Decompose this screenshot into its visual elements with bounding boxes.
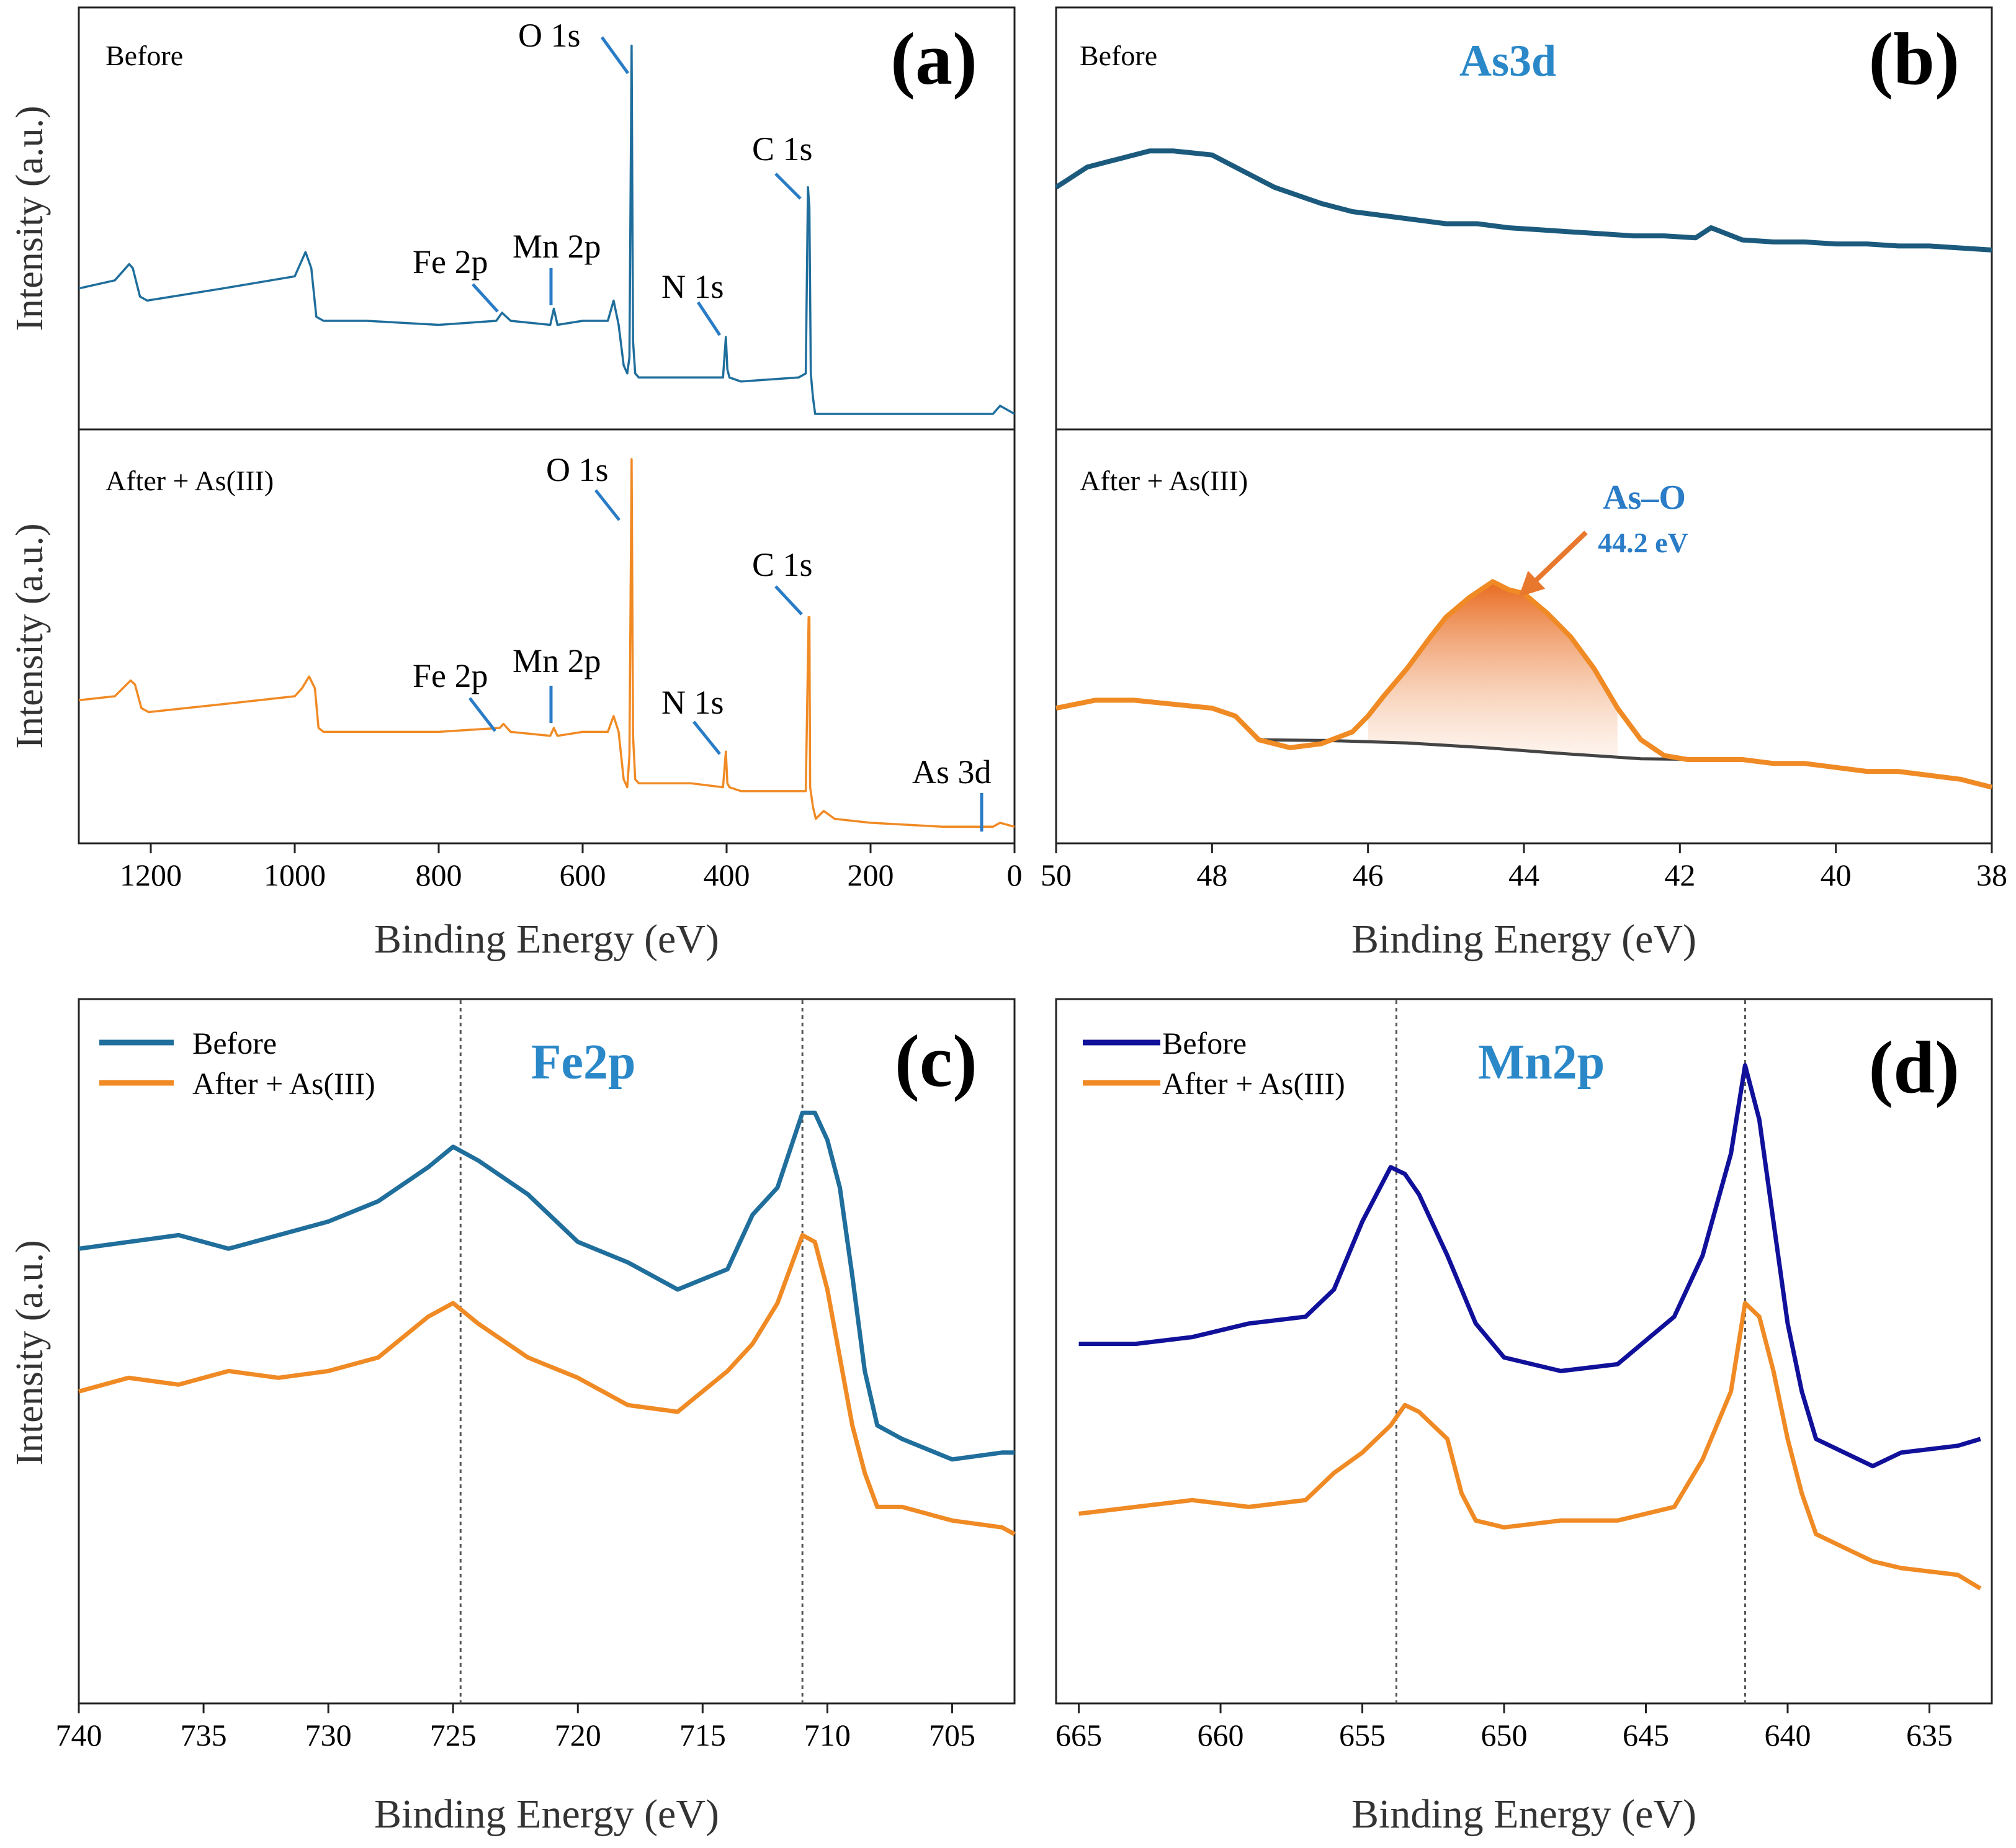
x-tick-label: 400 [704,858,750,892]
x-tick-label: 46 [1353,858,1384,892]
x-tick-label: 48 [1196,858,1227,892]
panel-d-title: Mn2p [1478,1035,1605,1090]
panel-c-legend-after: After + As(III) [192,1066,375,1101]
panel-b-peak-annotation: As–O [1603,478,1686,517]
leader-fe2p-before [472,283,499,313]
panel-c-x-axis: 740 735 730 725 720 715 710 705 [56,1703,975,1752]
panel-d-label: (d) [1868,1026,1960,1108]
panel-a: Before After + As(III) (a) Intensity (a.… [9,6,1023,962]
panel-b-before-label: Before [1080,40,1157,71]
panel-d-reference-lines [1395,1000,1746,1703]
panel-d-legend-after: After + As(III) [1162,1066,1345,1101]
x-tick-label: 600 [560,858,606,892]
panel-c-before-series [78,1110,1015,1462]
x-tick-label: 200 [848,858,894,892]
x-tick-label: 1200 [120,858,182,892]
panel-a-ylabel-top: Intensity (a.u.) [9,105,51,331]
x-tick-label: 0 [1007,858,1023,892]
x-tick-label: 42 [1664,858,1695,892]
panel-c-title: Fe2p [531,1035,636,1090]
panel-b-peak-energy: 44.2 eV [1598,527,1688,558]
x-tick-label: 715 [679,1718,726,1752]
panel-c-after-series [78,1232,1016,1536]
x-tick-label: 800 [416,858,462,892]
panel-a-after-series [78,458,1015,828]
annotation-n1s-before: N 1s [661,268,724,305]
annotation-mn2p-after: Mn 2p [513,642,601,680]
x-tick-label: 710 [804,1718,851,1752]
panel-b: Before After + As(III) As3d (b) As–O 44.… [1041,6,2007,962]
x-tick-label: 735 [181,1718,227,1752]
panel-d-frame [1055,998,1993,1705]
annotation-c1s-after: C 1s [752,546,813,583]
annotation-n1s-after: N 1s [661,684,724,721]
panel-b-after-label: After + As(III) [1080,465,1248,496]
panel-a-x-axis: 1200 1000 800 600 400 200 0 [120,843,1023,892]
x-tick-label: 705 [929,1718,975,1752]
panel-b-label: (b) [1868,17,1960,100]
annotation-o1s-after: O 1s [546,451,609,488]
panel-a-xlabel: Binding Energy (eV) [374,917,719,962]
panel-d-after-series [1078,1301,1982,1590]
x-tick-label: 44 [1508,858,1539,892]
x-tick-label: 640 [1764,1718,1811,1752]
leader-n1s-after [692,720,721,755]
panel-c-frame [78,998,1016,1705]
annotation-fe2p-before: Fe 2p [413,243,488,280]
panel-a-ylabel-bottom: Intensity (a.u.) [9,523,51,748]
x-tick-label: 635 [1906,1718,1953,1752]
panel-b-x-axis: 50 48 46 44 42 40 38 [1041,843,2007,892]
leader-n1s-before [696,301,722,336]
x-tick-label: 665 [1055,1718,1102,1752]
panel-c-xlabel: Binding Energy (eV) [374,1792,719,1837]
panel-d: Mn2p (d) Before After + As(III) 665 660 65… [1055,998,1993,1837]
panel-b-xlabel: Binding Energy (eV) [1351,917,1696,962]
x-tick-label: 720 [555,1718,601,1752]
panel-a-before-label: Before [105,40,183,71]
panel-a-after-label: After + As(III) [105,465,274,496]
annotation-c1s-before: C 1s [752,130,813,168]
x-tick-label: 50 [1041,858,1072,892]
x-tick-label: 730 [305,1718,352,1752]
panel-c: Intensity (a.u.) Fe2p (c) Before After +… [9,998,1016,1837]
x-tick-label: 38 [1976,858,2007,892]
panel-a-label: (a) [890,17,977,100]
annotation-fe2p-after: Fe 2p [413,657,488,694]
annotation-o1s-before: O 1s [518,17,581,54]
panel-d-legend-before: Before [1162,1026,1247,1061]
panel-d-x-axis: 665 660 655 650 645 640 635 [1055,1703,1953,1752]
x-tick-label: 40 [1821,858,1852,892]
panel-a-before-series [78,44,1015,415]
annotation-as3d-after: As 3d [912,753,992,791]
panel-d-xlabel: Binding Energy (eV) [1351,1792,1696,1837]
annotation-mn2p-before: Mn 2p [513,228,601,265]
leader-c1s-before [774,173,802,200]
panel-a-frame [78,6,1016,845]
panel-b-title: As3d [1459,36,1556,86]
leader-o1s-after [594,489,620,521]
panel-c-label: (c) [895,1020,977,1102]
panel-b-after-series [1055,579,1992,790]
panel-c-ylabel: Intensity (a.u.) [9,1240,51,1465]
x-tick-label: 1000 [264,858,326,892]
panel-b-before-series [1054,148,1992,253]
x-tick-label: 645 [1623,1718,1669,1752]
x-tick-label: 655 [1339,1718,1386,1752]
panel-b-peak-fill [1368,581,1618,756]
panel-b-peak-arrow [1518,531,1588,597]
x-tick-label: 740 [56,1718,102,1752]
panel-c-legend-before: Before [192,1026,277,1061]
x-tick-label: 650 [1481,1718,1528,1752]
leader-c1s-after [774,585,803,616]
leader-o1s-before [600,36,630,74]
leader-fe2p-after [468,697,496,732]
x-tick-label: 660 [1198,1718,1244,1752]
x-tick-label: 725 [430,1718,477,1752]
panel-c-reference-lines [459,1000,804,1703]
panel-d-before-series [1078,1063,1981,1469]
